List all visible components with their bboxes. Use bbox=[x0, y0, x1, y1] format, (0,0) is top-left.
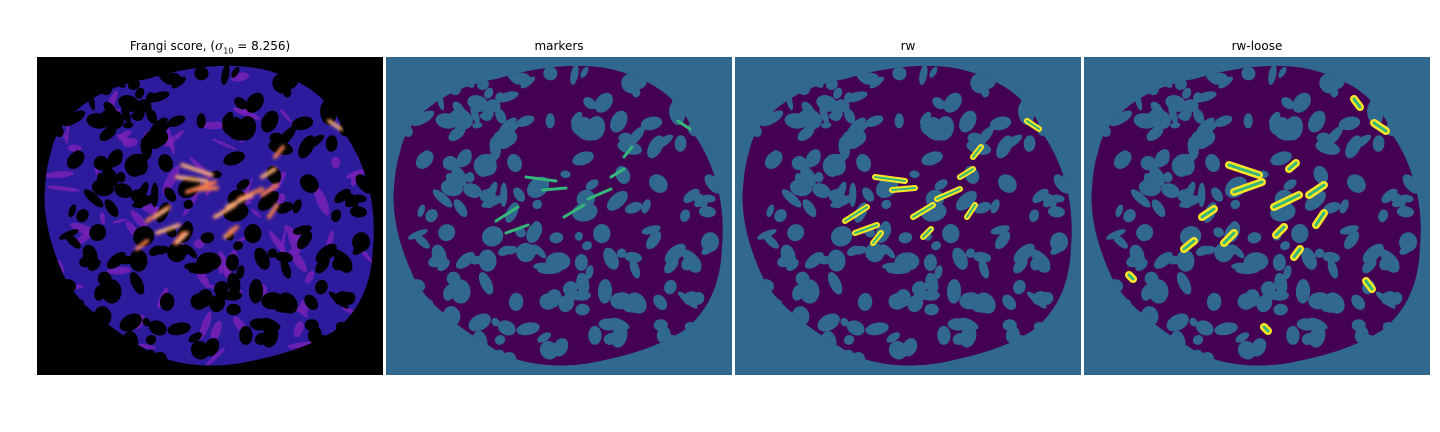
rw-segmentation-image bbox=[735, 57, 1081, 375]
frangi-panel-title: Frangi score, (σ10 = 8.256) bbox=[129, 39, 291, 56]
rw-loose-panel-title: rw-loose bbox=[1231, 39, 1283, 53]
markers-panel-title: markers bbox=[534, 39, 584, 53]
rw-loose-segmentation-image bbox=[1084, 57, 1430, 375]
frangi-score-image bbox=[37, 57, 383, 375]
markers-image bbox=[386, 57, 732, 375]
rw-panel-title: rw bbox=[900, 39, 916, 53]
